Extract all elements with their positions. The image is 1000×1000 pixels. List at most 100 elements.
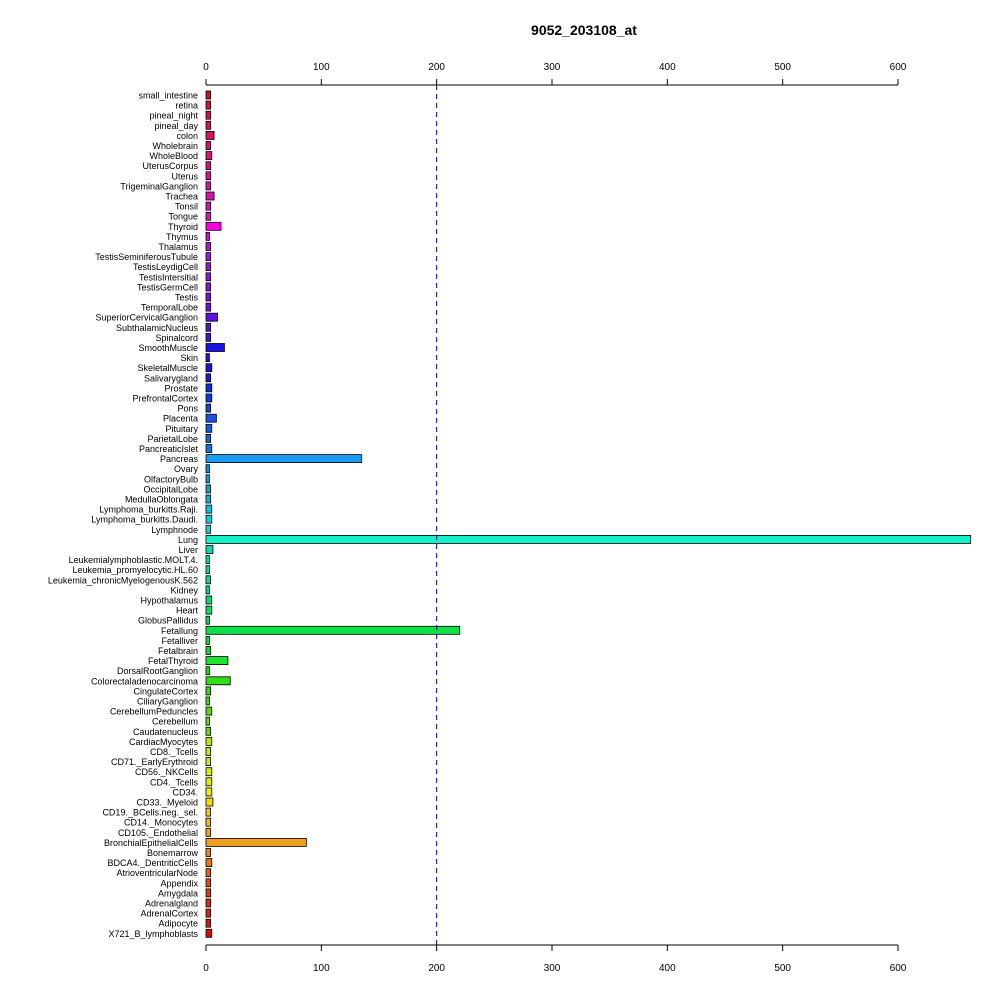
bar (205, 322, 212, 332)
category-label: Lymphnode (151, 525, 198, 535)
bar (205, 585, 210, 595)
category-label: Adipocyte (158, 919, 198, 929)
tick-label: 300 (544, 62, 561, 73)
bar (205, 444, 213, 453)
category-label: CD8._Tcells (150, 747, 199, 757)
category-label: AtrioventricularNode (116, 868, 198, 878)
tick-label: 600 (890, 963, 907, 974)
category-label: OlfactoryBulb (144, 474, 198, 484)
category-label: Leukemia_chronicMyelogenousK.562 (48, 575, 198, 585)
bar (205, 595, 213, 605)
bar (205, 211, 212, 221)
category-label: CD19._BCells.neg._sel. (102, 808, 198, 818)
category-label: TestisSeminiferousTubule (95, 252, 198, 262)
category-label: Tongue (168, 212, 198, 222)
bar (205, 827, 212, 837)
bar (205, 464, 210, 474)
category-label: Spinalcord (155, 333, 198, 343)
category-label: Lymphoma_burkitts.Daudi. (91, 515, 198, 525)
category-label: CD33._Myeloid (136, 798, 198, 808)
category-label: WholeBlood (149, 151, 198, 161)
bar (205, 161, 212, 171)
category-label: AdrenalCortex (140, 909, 198, 919)
category-label: PrefrontalCortex (132, 394, 198, 404)
category-label: TemporalLobe (141, 303, 198, 313)
category-label: CD4._Tcells (150, 777, 199, 787)
bar (205, 110, 212, 120)
category-label: ParietalLobe (147, 434, 198, 444)
bar (205, 373, 212, 383)
bar (205, 787, 213, 797)
bar (205, 565, 210, 575)
category-label: TrigeminalGanglion (120, 181, 198, 191)
bar (205, 383, 213, 393)
bar (205, 767, 213, 777)
bar (205, 262, 212, 272)
category-label: Ovary (174, 464, 199, 474)
category-label: CD71._EarlyErythroid (111, 757, 198, 767)
bar (205, 393, 213, 403)
bar (205, 272, 212, 282)
category-label: Pancreas (160, 454, 199, 464)
bar (205, 423, 213, 433)
bar (205, 130, 215, 140)
bar (205, 676, 231, 686)
bar (205, 413, 217, 423)
bar (205, 363, 213, 373)
category-label: CD34. (172, 787, 198, 797)
bar (205, 141, 212, 150)
bar (205, 191, 215, 201)
bar (205, 312, 218, 322)
category-label: UterusCorpus (142, 161, 198, 171)
bar (205, 535, 972, 544)
category-label: Pons (177, 404, 198, 414)
category-label: Tonsil (175, 202, 198, 212)
tick-label: 200 (428, 963, 445, 974)
bar (205, 403, 212, 413)
category-label: Amygdala (158, 888, 198, 898)
category-label: Testis (175, 293, 199, 303)
bar (205, 878, 212, 888)
bar (205, 282, 212, 292)
category-label: X721_B_lymphoblasts (108, 929, 198, 939)
tick-label: 100 (313, 963, 330, 974)
bar (205, 504, 213, 514)
category-label: Appendix (160, 878, 198, 888)
category-label: Thymus (166, 232, 199, 242)
bar (205, 302, 212, 312)
category-label: TestisLeydigCell (133, 262, 198, 272)
chart-title: 9052_203108_at (531, 22, 637, 38)
category-label: Colorectaladenocarcinoma (91, 676, 198, 686)
category-label: Fetalliver (161, 636, 198, 646)
category-label: OccipitalLobe (143, 484, 198, 494)
bar (205, 151, 213, 161)
bar (205, 797, 214, 807)
bar (205, 514, 213, 524)
category-label: Salivarygland (144, 373, 198, 383)
bar (205, 484, 212, 494)
category-label: Adrenalgland (145, 899, 198, 909)
bar (205, 888, 212, 898)
category-label: Liver (178, 545, 198, 555)
category-label: retina (175, 101, 198, 111)
bar (205, 605, 213, 615)
bar (205, 90, 212, 100)
bar (205, 353, 210, 363)
bar (205, 545, 214, 554)
category-label: MedullaOblongata (125, 495, 198, 505)
category-label: colon (176, 131, 198, 141)
bar (205, 757, 212, 766)
bar (205, 646, 212, 655)
bar (205, 737, 213, 746)
tick-label: 0 (203, 963, 209, 974)
bar (205, 656, 229, 665)
category-label: Caudatenucleus (133, 727, 199, 737)
category-label: Lymphoma_burkitts.Raji. (99, 505, 198, 515)
tick-label: 200 (428, 62, 445, 73)
bottom-x-axis: 0 100 200 300 400 500 600 (203, 944, 907, 974)
bar (205, 575, 212, 585)
bar (205, 332, 212, 342)
bar (205, 726, 212, 736)
tick-label: 500 (774, 963, 791, 974)
category-label: CiliaryGanglion (137, 697, 198, 707)
